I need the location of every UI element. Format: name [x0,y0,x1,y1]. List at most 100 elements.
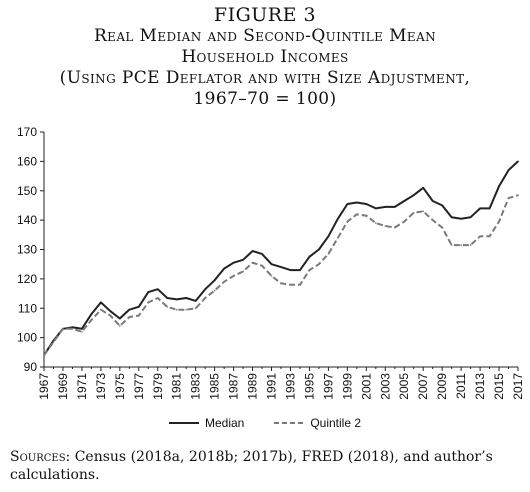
source-note: Sources: Census (2018a, 2018b; 2017b), F… [10,448,520,484]
x-tick-label-1987: 1987 [227,373,241,400]
data-point-quintile-2-1982 [185,308,187,311]
data-point-median-2011 [460,217,462,220]
data-point-median-1978 [147,291,150,293]
chart-legend: Median Quintile 2 [0,416,530,430]
data-point-quintile-2-1998 [337,237,339,239]
data-point-quintile-2-1983 [194,307,197,310]
data-point-median-1988 [242,259,244,261]
data-point-quintile-2-1995 [308,269,311,271]
data-point-quintile-2-1972 [90,319,93,321]
data-point-median-1972 [90,313,93,315]
x-tick-label-1983: 1983 [189,373,203,400]
data-point-quintile-2-1997 [327,253,330,255]
legend-label-median: Median [204,416,245,430]
data-point-quintile-2-1994 [299,284,301,286]
x-tick-label-2015: 2015 [492,373,506,400]
x-tick-label-1975: 1975 [113,373,127,400]
data-point-quintile-2-1967 [43,354,45,357]
data-point-median-1983 [194,300,197,302]
data-point-median-2012 [469,216,472,218]
y-tick-label-130: 130 [17,243,37,257]
source-text: Census (2018a, 2018b; 2017b), FRED (2018… [10,449,493,483]
x-tick-label-1989: 1989 [246,373,260,400]
data-point-median-1995 [308,256,311,258]
data-point-quintile-2-2013 [479,235,481,238]
data-point-median-1989 [251,250,254,252]
data-point-quintile-2-1977 [138,314,140,317]
data-point-quintile-2-1988 [242,270,244,273]
x-tick-label-1995: 1995 [302,373,316,400]
data-point-quintile-2-1985 [213,289,216,292]
data-point-median-2007 [422,187,425,189]
data-point-median-1990 [261,253,263,255]
data-point-quintile-2-1976 [128,316,131,318]
y-tick-label-170: 170 [17,125,37,139]
legend-label-quintile-2: Quintile 2 [310,416,362,430]
data-point-quintile-2-2014 [488,235,491,238]
data-point-quintile-2-1984 [204,297,206,299]
data-point-median-2014 [488,207,491,210]
series-line-median [43,160,519,356]
data-point-median-1974 [109,310,112,312]
legend-swatch-median [168,422,199,424]
data-point-quintile-2-2010 [450,244,453,246]
data-point-median-1977 [138,306,140,308]
data-point-median-2005 [403,200,406,202]
data-point-quintile-2-2005 [403,220,406,223]
x-tick-label-1985: 1985 [208,373,222,400]
data-point-quintile-2-2016 [507,197,510,199]
data-point-median-2010 [450,216,453,218]
x-tick-label-2017: 2017 [511,373,525,400]
y-tick-label-160: 160 [17,154,37,168]
data-point-median-2006 [412,194,415,196]
series-line-quintile-2 [43,194,519,356]
x-tick-label-1973: 1973 [94,373,108,400]
x-tick-label-1967: 1967 [37,373,51,400]
data-point-quintile-2-1973 [100,308,102,311]
data-point-median-1997 [327,235,330,238]
data-point-quintile-2-1980 [166,306,168,308]
data-point-quintile-2-1969 [62,328,64,330]
data-point-quintile-2-1992 [280,282,282,285]
figure-title-line-1: Real Median and Second-Quintile Mean [93,26,437,46]
data-point-median-2016 [507,169,510,171]
data-point-quintile-2-1993 [289,284,292,286]
data-point-quintile-2-1987 [232,275,235,277]
legend-item-median: Median [168,416,245,430]
y-tick-label-110: 110 [18,301,37,315]
data-point-quintile-2-1996 [318,263,320,265]
data-point-median-1999 [346,203,349,205]
x-tick-label-1977: 1977 [132,373,146,400]
x-tick-label-1997: 1997 [321,373,335,400]
data-point-median-2003 [384,206,387,208]
y-tick-label-150: 150 [17,184,37,198]
data-point-quintile-2-2002 [375,222,377,224]
data-point-quintile-2-1989 [251,261,254,264]
income-line-chart: 90 100 110 120 130 140 150 160 170 1967 1969 1971 19… [17,125,525,400]
data-point-median-1984 [204,288,206,290]
data-point-quintile-2-1990 [261,264,263,267]
x-tick-label-2003: 2003 [378,373,392,400]
data-point-median-2008 [431,200,434,202]
x-tick-label-2007: 2007 [416,373,430,400]
data-point-median-1982 [185,297,187,299]
x-tick-label-2011: 2011 [454,373,468,399]
legend-swatch-quintile-2 [274,422,305,424]
data-point-quintile-2-2006 [412,212,415,214]
data-point-median-2002 [375,207,377,210]
x-tick-label-1993: 1993 [283,373,297,400]
figure-label: FIGURE 3 [213,4,317,26]
x-tick-label-2005: 2005 [397,373,411,400]
data-point-quintile-2-2007 [422,210,425,213]
data-point-quintile-2-1975 [119,325,121,327]
data-point-median-1985 [213,279,216,282]
data-point-median-2013 [479,207,481,210]
y-tick-label-90: 90 [24,360,38,374]
data-point-median-2000 [356,201,358,204]
data-point-median-1991 [270,263,273,265]
figure-title: Real Median and Second-Quintile Mean Hou… [0,26,530,110]
data-point-median-1998 [337,217,339,220]
data-point-quintile-2-2004 [394,226,396,229]
data-point-quintile-2-1986 [223,281,225,283]
data-point-median-1987 [232,261,235,264]
